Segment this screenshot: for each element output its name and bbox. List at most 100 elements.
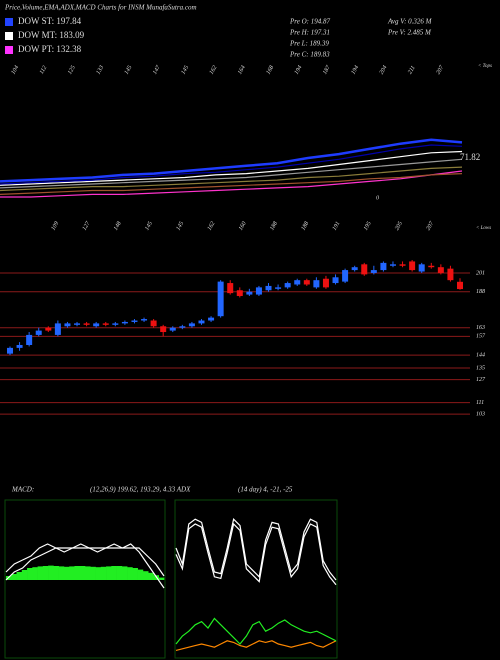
y-tick-label: 188 xyxy=(476,289,485,295)
candle-body xyxy=(236,290,243,297)
tops-label: 145 xyxy=(180,64,191,75)
candle-body xyxy=(313,280,320,288)
tops-label: 194 xyxy=(293,64,304,75)
panel-label: MACD: xyxy=(11,486,34,494)
series-line xyxy=(0,138,463,183)
page-title: Price,Volume,EMA,ADX,MACD Charts for INS… xyxy=(4,4,197,12)
candle-body xyxy=(188,323,195,327)
y-tick-label: 144 xyxy=(476,351,485,358)
legend-label: DOW MT: 183.09 xyxy=(18,30,85,40)
histogram-bar xyxy=(11,574,17,580)
y-tick-label: 201 xyxy=(476,270,485,276)
legend-swatch xyxy=(5,32,13,40)
lows-label: 109 xyxy=(50,221,60,232)
series-line xyxy=(0,150,463,186)
candle-body xyxy=(370,270,377,273)
candle-body xyxy=(64,323,71,327)
macd-panel xyxy=(4,499,166,659)
annotation: 0 xyxy=(376,195,379,201)
histogram-bar xyxy=(48,565,54,580)
candle-body xyxy=(208,317,215,321)
histogram-bar xyxy=(27,568,33,580)
y-tick-label: 103 xyxy=(476,412,485,418)
candle-body xyxy=(102,323,109,325)
series-line xyxy=(175,518,337,581)
tops-marker: < Tops xyxy=(478,64,492,69)
y-tick-label: 157 xyxy=(476,334,486,340)
histogram-bar xyxy=(21,570,28,580)
series-line xyxy=(0,173,463,195)
legend-swatch xyxy=(5,18,13,26)
histogram-bar xyxy=(58,566,65,580)
legend-label: DOW ST: 197.84 xyxy=(18,16,82,26)
lows-label: 195 xyxy=(363,221,373,232)
lows-label: 145 xyxy=(143,220,154,231)
tops-label: 104 xyxy=(10,64,21,75)
info-text: Pre C: 189.83 xyxy=(289,51,330,59)
candle-body xyxy=(361,264,368,275)
candle-body xyxy=(26,334,33,345)
candle-body xyxy=(217,281,224,317)
candle-body xyxy=(45,327,52,331)
lows-label: 145 xyxy=(175,220,186,231)
y-tick-label: 111 xyxy=(476,400,484,406)
candle-body xyxy=(342,270,349,282)
candle-body xyxy=(141,319,148,321)
series-line xyxy=(175,522,337,586)
series-line xyxy=(0,170,463,198)
candle-body xyxy=(275,287,282,289)
tops-label: 204 xyxy=(378,64,389,75)
tops-label: 145 xyxy=(123,64,134,75)
tops-label: 211 xyxy=(407,65,416,75)
histogram-bar xyxy=(127,567,133,580)
candle-body xyxy=(112,323,119,325)
candle-body xyxy=(380,262,387,271)
panel-sublabel: (12,26,9) 199.62, 193.29, 4.33 ADX xyxy=(90,486,191,494)
candle-body xyxy=(418,264,425,272)
candle-body xyxy=(447,268,454,281)
series-line xyxy=(5,547,165,581)
histogram-bar xyxy=(116,566,123,580)
histogram-bar xyxy=(53,566,59,580)
histogram-bar xyxy=(148,572,154,580)
series-line xyxy=(0,144,463,185)
candle-body xyxy=(294,280,301,285)
histogram-bar xyxy=(32,567,38,580)
candle-body xyxy=(198,320,205,324)
lows-label: 148 xyxy=(112,220,123,231)
candle-body xyxy=(409,261,416,271)
y-tick-label: 127 xyxy=(476,377,486,383)
info-text: Avg V: 0.326 M xyxy=(387,18,433,26)
candle-body xyxy=(332,277,339,284)
series-line xyxy=(5,543,165,589)
lows-label: 188 xyxy=(300,221,310,232)
panel-label: (14 day) 4, -21, -25 xyxy=(238,486,293,494)
tops-label: 168 xyxy=(265,65,275,76)
y-tick-label: 135 xyxy=(476,365,485,371)
histogram-bar xyxy=(142,571,149,580)
histogram-bar xyxy=(85,566,91,580)
histogram-bar xyxy=(90,566,96,580)
tops-label: 147 xyxy=(151,63,162,75)
annotation: 71.82 xyxy=(460,152,480,162)
candle-body xyxy=(227,283,234,294)
info-text: Pre H: 197.31 xyxy=(289,29,330,37)
tops-label: 164 xyxy=(236,64,247,75)
lows-label: 162 xyxy=(207,221,217,232)
lows-label: 191 xyxy=(332,221,342,232)
candle-body xyxy=(160,326,167,333)
candle-body xyxy=(428,265,435,268)
candle-body xyxy=(121,321,128,324)
candle-body xyxy=(93,323,100,327)
histogram-bar xyxy=(79,566,86,580)
lows-label: 207 xyxy=(425,220,435,232)
histogram-bar xyxy=(100,566,107,580)
histogram-bar xyxy=(111,566,117,580)
info-text: Pre O: 194.87 xyxy=(289,18,330,26)
tops-label: 125 xyxy=(67,65,77,76)
lows-label: 205 xyxy=(394,221,404,232)
info-text: Pre L: 189.39 xyxy=(289,40,329,48)
tops-label: 133 xyxy=(95,65,105,76)
histogram-bar xyxy=(106,566,112,580)
series-line xyxy=(0,158,463,189)
